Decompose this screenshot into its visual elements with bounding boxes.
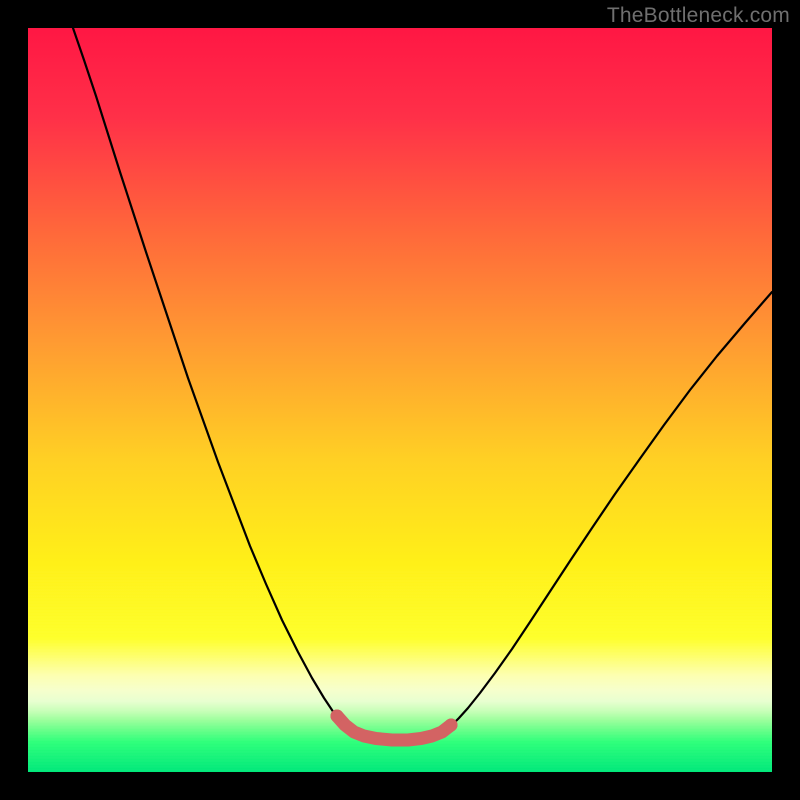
gradient-background: [28, 28, 772, 772]
bottleneck-gradient-chart: [0, 0, 800, 800]
watermark-text: TheBottleneck.com: [607, 4, 790, 28]
flat-bottom-marker-left: [331, 710, 344, 723]
flat-bottom-marker-right: [445, 719, 458, 732]
